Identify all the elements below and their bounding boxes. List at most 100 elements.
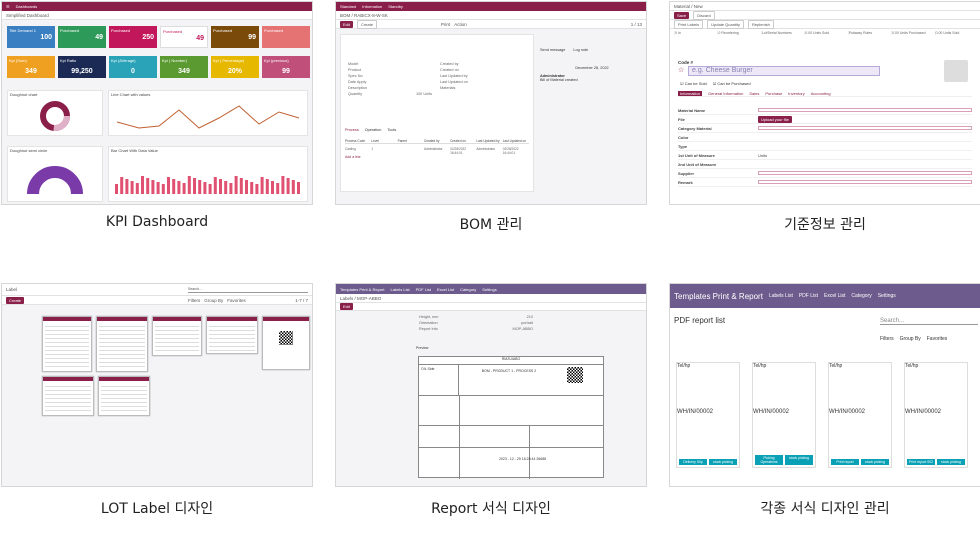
create-button[interactable]: Create [6, 296, 25, 304]
name-input[interactable]: e.g. Cheese Burger [688, 66, 880, 76]
field-row: Description [345, 85, 435, 91]
label-template-card[interactable] [262, 316, 310, 370]
stat-button[interactable]: 0 In [674, 31, 715, 35]
label-template-card[interactable] [42, 376, 94, 416]
card-button[interactable]: stock picking [785, 455, 813, 465]
can-be-purchased-checkbox[interactable]: ☑ Can be Purchased [712, 81, 751, 86]
save-button[interactable]: Save [674, 11, 690, 19]
label-template-card[interactable] [42, 316, 92, 372]
filter-button[interactable]: Filters [880, 336, 894, 342]
pdf-template-card[interactable]: Tel/hp WH/IN/00002 Delivery Slip stock pick… [676, 362, 740, 468]
add-line-link[interactable]: Add a line [345, 155, 361, 159]
kpi-tile[interactable]: Purchased 49 [160, 26, 208, 48]
search-input[interactable]: Search... [880, 318, 978, 325]
camera-icon[interactable] [944, 60, 968, 82]
kpi-tile[interactable]: Kpi ( Number) 349 [160, 56, 208, 78]
field-input[interactable] [758, 126, 972, 130]
card-button[interactable]: Delivery Slip [679, 459, 707, 465]
menu-item[interactable]: PDF List [798, 293, 819, 299]
pdf-template-card[interactable]: Tel/hp WH/IN/00002 Print report stock picki… [828, 362, 892, 468]
filters-button[interactable]: Filters [188, 297, 201, 303]
table-row[interactable]: Casting 1 Administrator 02/28/2022 16:44:01… [345, 147, 529, 155]
kpi-tile[interactable]: Kpi Ratio 99,250 [58, 56, 106, 78]
action-button[interactable]: Action [454, 21, 467, 27]
kpi-tile[interactable]: Purchased [262, 26, 310, 48]
field-value[interactable]: MOP-ABBO [512, 327, 533, 331]
pdf-template-card[interactable]: Tel/hp WH/IN/00002 Print report 002 stock p… [904, 362, 968, 468]
form-tabs: Information General Information Sales Purch… [678, 91, 972, 97]
field-input[interactable] [758, 171, 972, 175]
tab-information[interactable]: Information [362, 4, 383, 9]
edit-button[interactable]: Edit [340, 20, 353, 28]
kpi-tile[interactable]: Kpi (AVerage) 0 [109, 56, 157, 78]
action-button[interactable]: Update Quantity [707, 19, 745, 29]
filter-button[interactable]: Group By [899, 336, 921, 342]
stat-button[interactable]: 0.00 Units Sold [804, 31, 845, 35]
create-button[interactable]: Create [356, 19, 377, 29]
stat-button[interactable]: 0.00 Units Purchased [891, 31, 932, 35]
kpi-tile[interactable]: Kpi (previous) 99 [262, 56, 310, 78]
form-tab[interactable]: Purchase [765, 91, 783, 96]
stat-button[interactable]: Putaway Rules [847, 31, 889, 35]
menu-item[interactable]: Settings [877, 293, 896, 299]
action-button[interactable]: Replenish [748, 19, 774, 29]
card-button[interactable]: Picking Operations [755, 455, 783, 465]
menu-item[interactable]: Category [851, 293, 872, 299]
menu-item[interactable]: Settings [482, 286, 497, 292]
unit-value[interactable]: Units [758, 152, 768, 158]
menu-item[interactable]: Excel List [824, 293, 846, 299]
card-button[interactable]: stock picking [861, 459, 889, 465]
kpi-tile[interactable]: Kpi ( Percentage) 20% [211, 56, 259, 78]
kpi-tile[interactable]: Kpi (Sum) 349 [7, 56, 55, 78]
stat-button[interactable]: 0 Reordering [717, 31, 758, 35]
label-template-card[interactable] [96, 316, 148, 372]
tab-process[interactable]: Process [345, 128, 359, 132]
menu-item[interactable]: Labels List [390, 286, 410, 292]
form-tab[interactable]: Inventory [788, 91, 805, 96]
kpi-tile[interactable]: Purchased 99 [211, 26, 259, 48]
send-message-button[interactable]: Send message [540, 48, 566, 52]
favorite-star-icon[interactable]: ☆ [678, 67, 685, 74]
field-input[interactable] [758, 180, 972, 184]
stat-button[interactable]: 0.00 Units Sold [934, 31, 976, 35]
field-input[interactable] [758, 108, 972, 112]
kpi-tile[interactable]: Title Demand 1 100 [7, 26, 55, 48]
favorites-button[interactable]: Favorites [227, 297, 246, 303]
stat-button[interactable]: Lot/Serial Numbers [760, 31, 802, 35]
field-value[interactable]: 210 [526, 315, 533, 319]
field-value[interactable]: 100 Units [415, 92, 432, 96]
print-button[interactable]: Print [440, 21, 451, 27]
card-button[interactable]: stock picking [709, 459, 737, 465]
tab-operation[interactable]: Operation [364, 128, 382, 132]
form-tab[interactable]: Accounting [810, 91, 831, 96]
card-button[interactable]: stock picking [937, 459, 965, 465]
card-button[interactable]: Print report 002 [907, 459, 935, 465]
action-button[interactable]: Print Labels [674, 19, 704, 29]
app-name: Templates Print & Report [674, 291, 763, 301]
card-button[interactable]: Print report [831, 459, 859, 465]
search-input[interactable]: Search... [188, 287, 308, 293]
field-value[interactable]: portrait [521, 321, 533, 325]
form-tab[interactable]: Information [678, 91, 703, 96]
menu-item[interactable]: Excel List [436, 286, 455, 292]
menu-item[interactable]: PDF List [415, 286, 431, 292]
tab-standby[interactable]: Standby [388, 4, 403, 9]
filter-button[interactable]: Favorites [926, 336, 948, 342]
menu-item[interactable]: Category [460, 286, 477, 292]
kpi-tile[interactable]: Purchased 250 [109, 26, 157, 48]
upload-button[interactable]: Upload your file [758, 115, 792, 123]
pdf-template-card[interactable]: Tel/hp WH/IN/00002 Picking Operations stock… [752, 362, 816, 468]
can-be-sold-checkbox[interactable]: ☑ Can be Sold [680, 81, 707, 86]
tab-tools[interactable]: Tools [387, 128, 397, 132]
log-note-button[interactable]: Log note [573, 48, 589, 52]
label-template-card[interactable] [206, 316, 258, 354]
label-template-card[interactable] [152, 316, 202, 356]
form-tab[interactable]: Sales [749, 91, 760, 96]
discard-button[interactable]: Discard [693, 10, 715, 20]
label-template-card[interactable] [98, 376, 150, 416]
menu-item[interactable]: Labels List [768, 293, 793, 299]
group-by-button[interactable]: Group By [204, 297, 224, 303]
form-tab[interactable]: General Information [708, 91, 744, 96]
kpi-tile[interactable]: Purchased 49 [58, 26, 106, 48]
edit-button[interactable]: Edit [340, 303, 353, 310]
